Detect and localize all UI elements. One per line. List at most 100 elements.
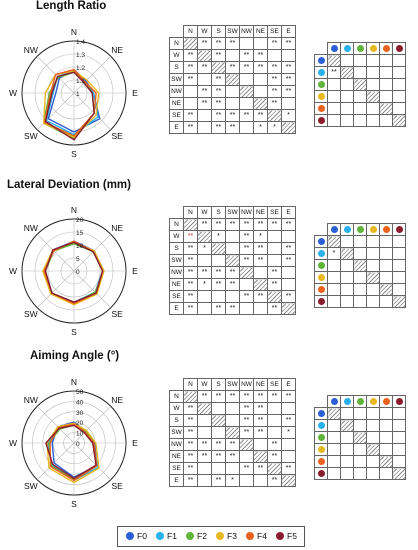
matrix-cell: * <box>197 278 212 291</box>
matrix-cell-diagonal <box>225 73 240 86</box>
matrix-cell-diagonal <box>197 230 212 243</box>
legend-marker-f1 <box>156 532 164 540</box>
matrix-col-header-f0 <box>327 395 341 408</box>
matrix-cell-diagonal <box>366 443 380 456</box>
matrix-row-header-f1 <box>314 419 328 432</box>
direction-label-nw: NW <box>24 45 38 55</box>
matrix-row-header-f2 <box>314 78 328 91</box>
significance-matrix-conditions-aiming-angle <box>314 395 406 480</box>
matrix-cell <box>197 462 212 475</box>
legend-marker-f5 <box>276 532 284 540</box>
matrix-cell: ** <box>183 302 198 315</box>
matrix-cell-diagonal <box>267 290 282 303</box>
series-dot-f3 <box>369 44 377 52</box>
matrix-cell <box>267 426 282 439</box>
matrix-cell <box>281 230 296 243</box>
matrix-cell: ** <box>183 242 198 255</box>
direction-label-n: N <box>71 377 77 387</box>
matrix-cell <box>340 455 354 468</box>
matrix-row-header: SW <box>169 73 184 86</box>
matrix-cell <box>327 114 341 127</box>
direction-label-e: E <box>132 438 138 448</box>
direction-label-s: S <box>71 149 77 159</box>
matrix-col-header: S <box>211 25 226 38</box>
matrix-cell: ** <box>183 121 198 134</box>
matrix-col-header-f1 <box>340 223 354 236</box>
matrix-cell <box>197 121 212 134</box>
matrix-col-header: NE <box>253 206 268 219</box>
series-dot-f2 <box>317 80 325 88</box>
radial-tick-label: 1.4 <box>76 39 85 46</box>
matrix-cell-diagonal <box>281 474 296 487</box>
matrix-cell: ** <box>225 278 240 291</box>
legend-label: F4 <box>257 531 267 541</box>
matrix-cell <box>253 73 268 86</box>
legend-label: F2 <box>197 531 207 541</box>
matrix-cell-diagonal <box>366 90 380 103</box>
matrix-cell <box>253 302 268 315</box>
matrix-cell: ** <box>183 474 198 487</box>
matrix-cell: ** <box>183 266 198 279</box>
series-dot-f4 <box>382 225 390 233</box>
matrix-cell: ** <box>211 218 226 231</box>
matrix-cell <box>392 102 406 115</box>
matrix-cell <box>197 414 212 427</box>
series-dot-f4 <box>317 285 325 293</box>
matrix-cell <box>281 402 296 415</box>
matrix-cell: ** <box>267 37 282 50</box>
matrix-cell <box>239 278 254 291</box>
matrix-col-header: E <box>281 378 296 391</box>
direction-label-w: W <box>9 266 17 276</box>
matrix-cell: ** <box>281 37 296 50</box>
direction-label-ne: NE <box>111 45 123 55</box>
matrix-cell <box>267 230 282 243</box>
matrix-cell <box>225 414 240 427</box>
matrix-cell: ** <box>183 254 198 267</box>
matrix-cell-diagonal <box>392 467 406 480</box>
matrix-cell-diagonal <box>353 78 367 91</box>
matrix-col-header: W <box>197 25 212 38</box>
matrix-cell: * <box>253 230 268 243</box>
matrix-cell: ** <box>211 390 226 403</box>
matrix-cell-diagonal <box>379 102 393 115</box>
matrix-cell <box>239 474 254 487</box>
matrix-col-header: SW <box>225 378 240 391</box>
matrix-cell <box>225 49 240 62</box>
direction-label-se: SE <box>111 481 123 491</box>
series-f3-line <box>46 422 100 484</box>
matrix-cell <box>340 295 354 308</box>
matrix-col-header: S <box>211 206 226 219</box>
matrix-cell <box>366 259 380 272</box>
matrix-cell-diagonal <box>253 97 268 110</box>
matrix-cell <box>281 266 296 279</box>
matrix-cell <box>392 247 406 260</box>
matrix-cell <box>253 266 268 279</box>
radial-tick-label: 1.3 <box>76 52 85 59</box>
matrix-row-header: S <box>169 414 184 427</box>
matrix-cell: ** <box>239 61 254 74</box>
radial-tick-label: 1.2 <box>76 65 85 72</box>
panel-title-lateral-deviation: Lateral Deviation (mm) <box>7 179 131 191</box>
radial-tick-label: 20 <box>76 217 84 224</box>
radial-tick-label: 10 <box>76 243 84 250</box>
direction-label-n: N <box>71 205 77 215</box>
matrix-row-header-f5 <box>314 295 328 308</box>
matrix-cell <box>340 78 354 91</box>
radar-chart-aiming-angle: 0 10 20 30 40 50 N NE E SE S SW W NW <box>9 377 138 509</box>
direction-label-sw: SW <box>24 131 38 141</box>
matrix-cell <box>225 242 240 255</box>
matrix-cell: ** <box>183 414 198 427</box>
radial-tick-label: 10 <box>76 431 84 438</box>
matrix-row-header: W <box>169 402 184 415</box>
matrix-cell: ** <box>239 218 254 231</box>
radial-tick-label: 0 <box>76 269 80 276</box>
matrix-corner <box>314 395 328 408</box>
matrix-col-header-f2 <box>353 42 367 55</box>
matrix-cell <box>197 426 212 439</box>
series-dot-f3 <box>317 445 325 453</box>
matrix-cell <box>366 66 380 79</box>
matrix-cell <box>366 295 380 308</box>
matrix-cell <box>379 66 393 79</box>
radar-chart-lateral-deviation: 0 5 10 15 20 N NE E SE S SW W NW <box>9 205 138 337</box>
series-dot-f3 <box>369 225 377 233</box>
